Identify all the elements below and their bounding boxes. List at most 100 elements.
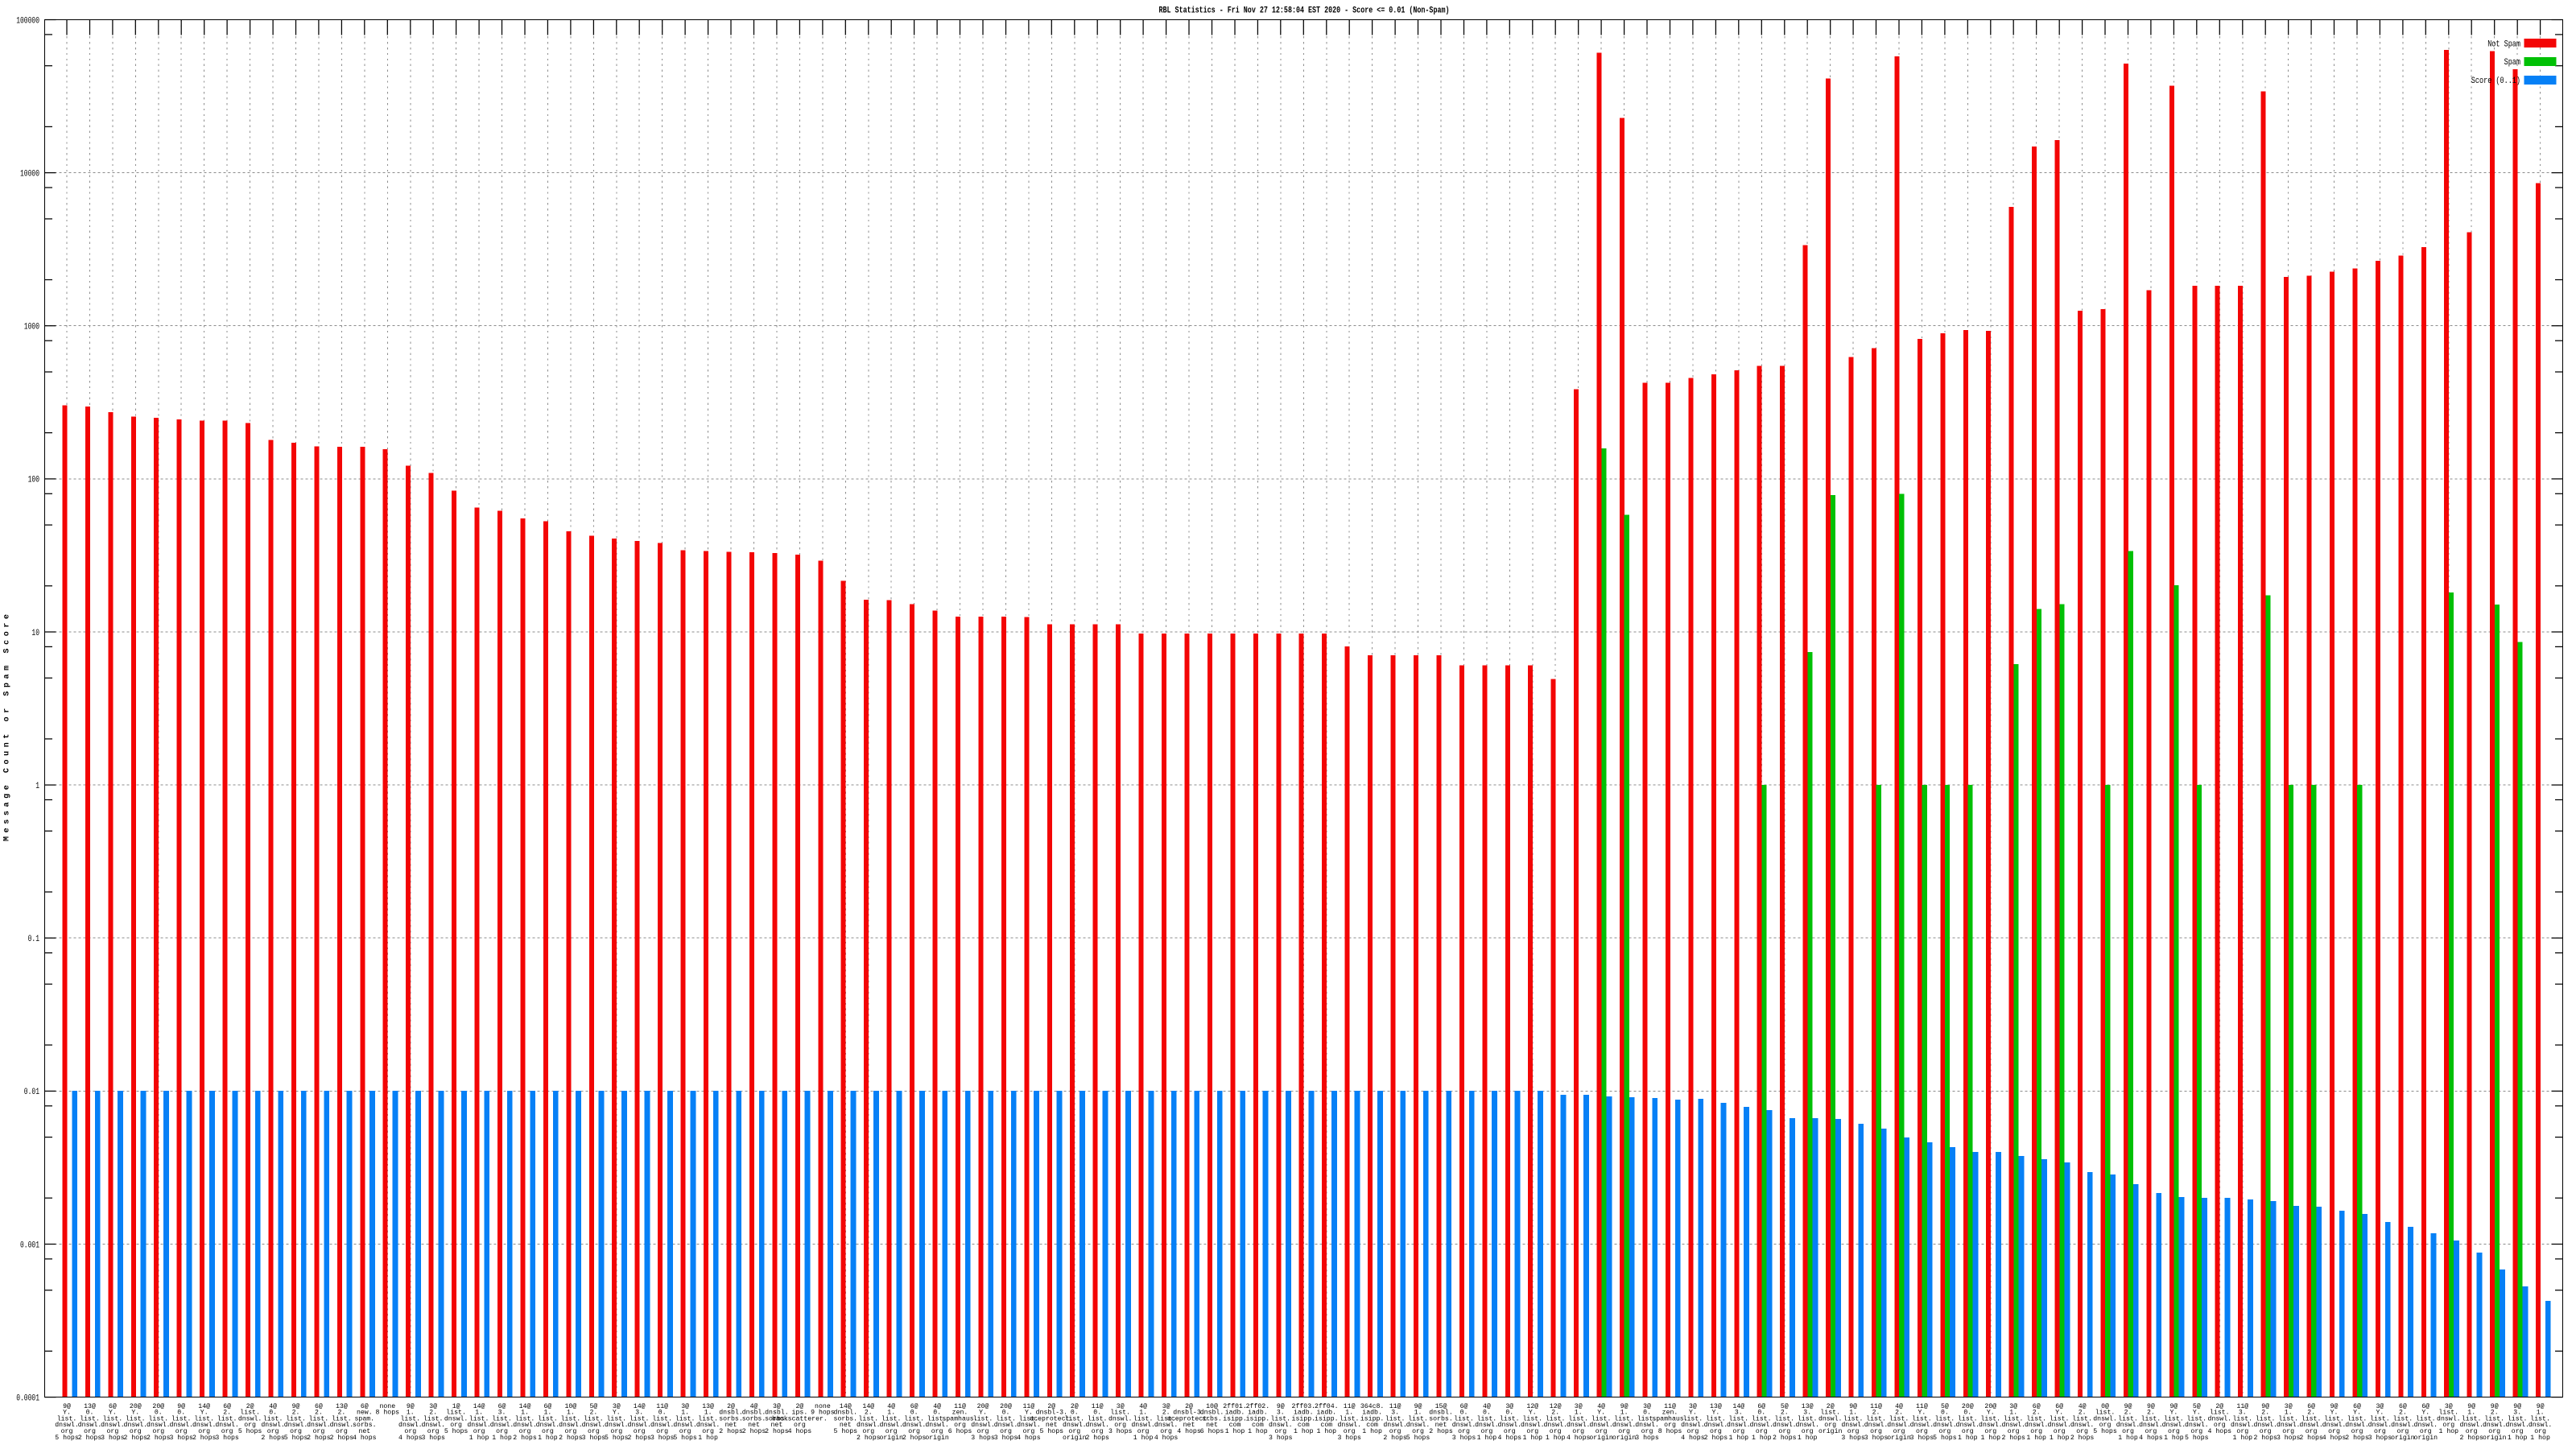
svg-text:dnswl.: dnswl. bbox=[1841, 1421, 1865, 1429]
svg-text:9@: 9@ bbox=[2330, 1402, 2339, 1410]
svg-text:dnswl.: dnswl. bbox=[192, 1421, 217, 1429]
svg-text:Y.: Y. bbox=[613, 1409, 621, 1417]
svg-text:list.: list. bbox=[515, 1414, 535, 1422]
svg-text:list.: list. bbox=[1729, 1414, 1749, 1422]
svg-text:list.: list. bbox=[904, 1414, 924, 1422]
svg-text:9@: 9@ bbox=[1414, 1402, 1422, 1410]
svg-text:list.: list. bbox=[1408, 1414, 1428, 1422]
svg-text:2 hops: 2 hops bbox=[2070, 1434, 2095, 1442]
svg-text:list.: list. bbox=[1385, 1414, 1406, 1422]
svg-text:2ff02.: 2ff02. bbox=[1246, 1402, 1270, 1410]
svg-text:list.: list. bbox=[561, 1414, 581, 1422]
svg-text:9@: 9@ bbox=[407, 1402, 415, 1410]
svg-text:org: org bbox=[908, 1427, 920, 1435]
svg-text:list.: list. bbox=[2439, 1409, 2459, 1417]
svg-text:dnswl.: dnswl. bbox=[994, 1421, 1018, 1429]
svg-text:2.: 2. bbox=[1162, 1409, 1170, 1417]
svg-text:list.: list. bbox=[80, 1414, 100, 1422]
svg-text:dnswl.: dnswl. bbox=[1773, 1421, 1797, 1429]
svg-text:1.: 1. bbox=[1849, 1409, 1857, 1417]
svg-text:dnswl.: dnswl. bbox=[2162, 1421, 2186, 1429]
svg-text:org: org bbox=[1458, 1427, 1470, 1435]
svg-text:uceprotect.: uceprotect. bbox=[1030, 1414, 1073, 1422]
svg-text:dnswl.: dnswl. bbox=[261, 1421, 285, 1429]
svg-text:1.: 1. bbox=[887, 1409, 895, 1417]
svg-text:1: 1 bbox=[35, 782, 39, 791]
svg-text:org: org bbox=[1092, 1427, 1104, 1435]
svg-text:3.: 3. bbox=[1277, 1409, 1285, 1417]
svg-text:3@: 3@ bbox=[681, 1402, 689, 1410]
svg-text:dnswl.: dnswl. bbox=[2025, 1421, 2049, 1429]
svg-text:1 hop: 1 hop bbox=[1958, 1434, 1978, 1442]
svg-text:Y.: Y. bbox=[63, 1409, 71, 1417]
svg-text:list.: list. bbox=[2164, 1414, 2184, 1422]
svg-text:new.: new. bbox=[357, 1409, 373, 1417]
svg-text:org: org bbox=[794, 1421, 806, 1429]
svg-text:1 hop: 1 hop bbox=[1362, 1427, 1382, 1435]
svg-text:srbs.: srbs. bbox=[1202, 1414, 1222, 1422]
svg-text:2.: 2. bbox=[2491, 1409, 2499, 1417]
svg-text:list.: list. bbox=[1019, 1414, 1039, 1422]
svg-text:list.: list. bbox=[675, 1414, 696, 1422]
svg-text:list.: list. bbox=[2072, 1414, 2092, 1422]
svg-text:dnswl.: dnswl. bbox=[490, 1421, 514, 1429]
svg-text:origin: origin bbox=[879, 1434, 903, 1442]
svg-text:list.: list. bbox=[1340, 1414, 1360, 1422]
svg-text:0.: 0. bbox=[910, 1409, 919, 1417]
svg-text:list.: list. bbox=[881, 1414, 902, 1422]
svg-text:org: org bbox=[267, 1427, 279, 1435]
svg-text:dnswl.: dnswl. bbox=[1543, 1421, 1567, 1429]
svg-text:backscatterer.: backscatterer. bbox=[772, 1414, 828, 1422]
svg-text:5@: 5@ bbox=[1941, 1402, 1949, 1410]
svg-text:dnswl.: dnswl. bbox=[1269, 1421, 1293, 1429]
svg-text:dnswl.: dnswl. bbox=[238, 1414, 262, 1422]
svg-text:dnsbl-3.: dnsbl-3. bbox=[1173, 1409, 1204, 1417]
svg-text:3.: 3. bbox=[1803, 1409, 1811, 1417]
svg-text:org: org bbox=[2122, 1427, 2134, 1435]
svg-text:5@: 5@ bbox=[2193, 1402, 2201, 1410]
svg-text:dnswl.: dnswl. bbox=[559, 1421, 583, 1429]
svg-text:6@: 6@ bbox=[315, 1402, 323, 1410]
svg-text:uceprotect.: uceprotect. bbox=[1167, 1414, 1211, 1422]
svg-text:9@: 9@ bbox=[2147, 1402, 2155, 1410]
svg-text:9@: 9@ bbox=[2467, 1402, 2475, 1410]
svg-text:6@: 6@ bbox=[2307, 1402, 2315, 1410]
svg-text:2 hops: 2 hops bbox=[2253, 1434, 2277, 1442]
svg-text:2 hops: 2 hops bbox=[742, 1427, 766, 1435]
svg-text:dnswl.: dnswl. bbox=[101, 1421, 125, 1429]
svg-text:1.: 1. bbox=[1345, 1409, 1353, 1417]
svg-text:dnswl.: dnswl. bbox=[2277, 1421, 2301, 1429]
svg-text:0@: 0@ bbox=[2101, 1402, 2109, 1410]
svg-text:org: org bbox=[2168, 1427, 2180, 1435]
svg-text:list.: list. bbox=[126, 1414, 146, 1422]
svg-text:4@: 4@ bbox=[269, 1402, 277, 1410]
svg-text:list.: list. bbox=[446, 1409, 466, 1417]
svg-text:3@: 3@ bbox=[1162, 1402, 1170, 1410]
svg-text:dnswl.: dnswl. bbox=[215, 1421, 239, 1429]
svg-text:list.: list. bbox=[1981, 1414, 2001, 1422]
svg-text:org: org bbox=[61, 1427, 73, 1435]
svg-text:1.: 1. bbox=[567, 1409, 575, 1417]
svg-text:14@: 14@ bbox=[1732, 1402, 1744, 1410]
svg-text:spamhaus.: spamhaus. bbox=[1652, 1414, 1687, 1422]
svg-text:11@: 11@ bbox=[1344, 1402, 1356, 1410]
svg-text:dnswl.: dnswl. bbox=[925, 1421, 949, 1429]
svg-text:9@: 9@ bbox=[2170, 1402, 2178, 1410]
svg-text:4@: 4@ bbox=[1597, 1402, 1605, 1410]
svg-text:list.: list. bbox=[1500, 1414, 1520, 1422]
svg-text:2.: 2. bbox=[1551, 1409, 1559, 1417]
svg-text:dnswl.: dnswl. bbox=[2185, 1421, 2209, 1429]
svg-text:list.: list. bbox=[2187, 1414, 2207, 1422]
svg-text:dnswl.: dnswl. bbox=[2139, 1421, 2163, 1429]
svg-text:5 hops: 5 hops bbox=[2093, 1427, 2117, 1435]
svg-text:none: none bbox=[815, 1402, 831, 1410]
svg-text:org: org bbox=[107, 1427, 119, 1435]
svg-text:3@: 3@ bbox=[1117, 1402, 1125, 1410]
svg-text:list.: list. bbox=[2026, 1414, 2046, 1422]
svg-text:9@: 9@ bbox=[1849, 1402, 1857, 1410]
svg-text:20@: 20@ bbox=[152, 1402, 164, 1410]
svg-text:list.: list. bbox=[973, 1414, 993, 1422]
svg-text:0.: 0. bbox=[1002, 1409, 1010, 1417]
svg-text:3.: 3. bbox=[2239, 1409, 2247, 1417]
svg-text:3@: 3@ bbox=[1689, 1402, 1697, 1410]
